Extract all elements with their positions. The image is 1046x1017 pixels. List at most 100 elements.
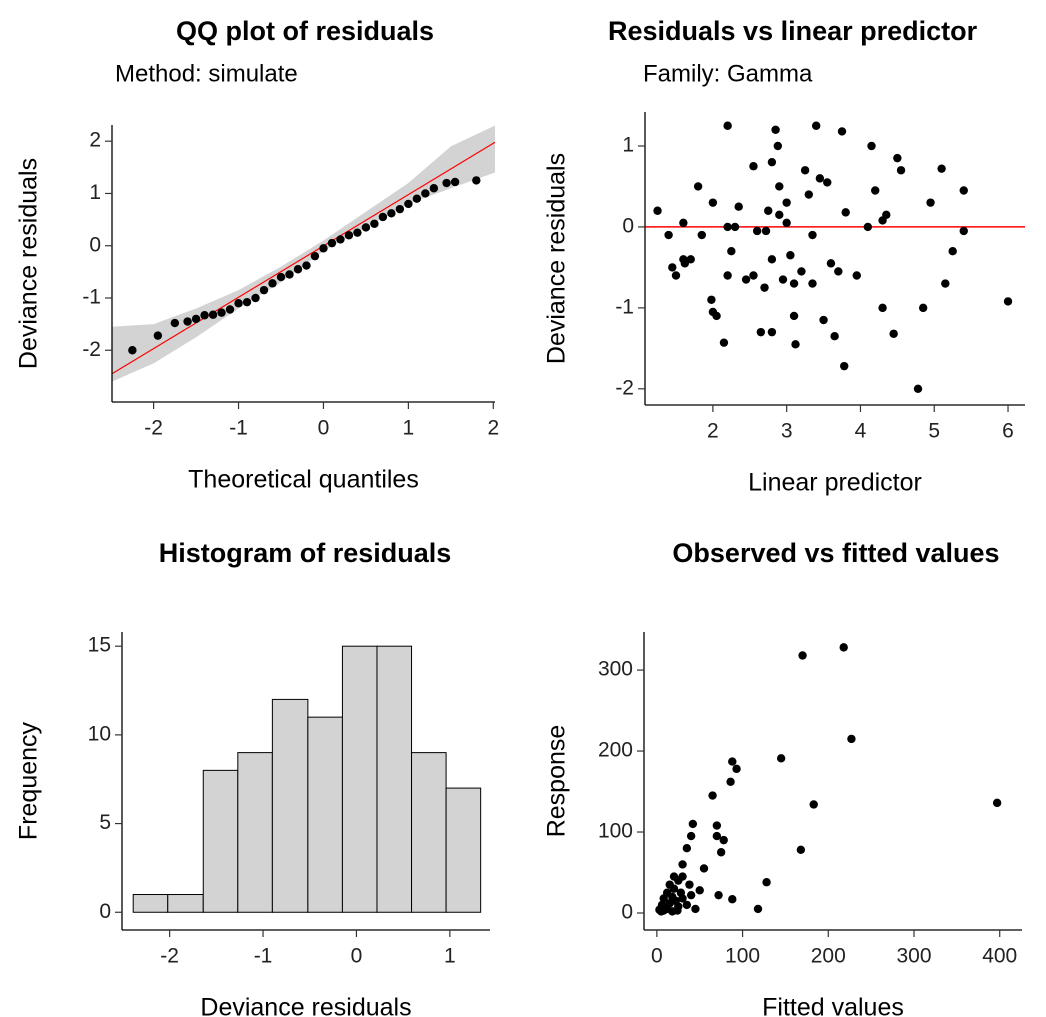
data-point <box>653 206 662 215</box>
data-point <box>310 251 320 261</box>
x-tick-label: 1 <box>444 945 456 968</box>
data-point <box>450 177 460 187</box>
data-point <box>353 228 362 237</box>
x-tick-label: -2 <box>160 945 179 968</box>
data-point <box>775 182 784 191</box>
data-point <box>685 880 694 889</box>
data-point <box>839 643 848 652</box>
data-point <box>767 255 777 264</box>
data-point <box>412 194 422 203</box>
confidence-band <box>112 125 495 382</box>
data-point <box>797 267 806 276</box>
y-tick-label: 300 <box>598 658 633 681</box>
data-point <box>756 327 766 337</box>
data-point <box>251 293 260 303</box>
x-tick-label: 200 <box>811 945 846 968</box>
y-tick-label: 1 <box>89 181 101 204</box>
data-point <box>723 222 732 232</box>
data-point <box>285 270 294 279</box>
y-tick-label: 2 <box>89 129 101 152</box>
panel: Observed vs fitted values Fitted values Re… <box>543 538 1022 1017</box>
data-point <box>712 831 722 841</box>
data-point <box>761 226 771 236</box>
data-point <box>319 244 328 253</box>
data-point <box>242 297 252 307</box>
x-axis-label: Theoretical quantiles <box>188 466 419 494</box>
data-point <box>682 844 692 853</box>
bar <box>445 787 482 913</box>
y-axis-label: Deviance residuals <box>15 158 43 369</box>
data-point <box>259 285 269 295</box>
data-point <box>686 890 696 900</box>
data-point <box>789 279 799 288</box>
x-axis-label: Fitted values <box>762 994 904 1017</box>
x-tick-label: 2 <box>707 420 719 443</box>
data-point <box>716 848 726 857</box>
bar <box>167 894 204 913</box>
bar <box>307 716 343 913</box>
data-point <box>669 872 679 881</box>
x-tick-label: -1 <box>229 417 248 440</box>
data-point <box>778 275 788 284</box>
bar <box>376 645 413 913</box>
data-point <box>796 845 806 855</box>
data-point <box>395 204 405 214</box>
data-point <box>723 121 732 130</box>
data-point <box>276 272 286 282</box>
data-point <box>128 346 137 355</box>
data-point <box>948 247 957 256</box>
data-point <box>421 189 430 198</box>
data-point <box>442 178 451 188</box>
data-point <box>840 361 849 371</box>
data-point <box>686 831 696 841</box>
data-point <box>327 238 337 248</box>
x-tick-label: 100 <box>725 945 760 968</box>
data-point <box>730 222 740 232</box>
x-tick-label: 3 <box>781 420 793 443</box>
x-tick-label: 4 <box>855 420 867 443</box>
data-point <box>815 174 825 183</box>
x-tick-label: 5 <box>928 420 940 443</box>
data-point <box>734 202 743 211</box>
data-point <box>776 754 786 763</box>
data-point <box>712 311 721 321</box>
bar <box>202 769 239 913</box>
data-point <box>762 878 771 887</box>
data-point <box>798 651 807 660</box>
data-point <box>688 819 698 829</box>
y-axis-label: Frequency <box>15 721 43 840</box>
data-point <box>268 279 277 288</box>
data-point <box>771 125 780 135</box>
data-point <box>680 259 690 268</box>
data-point <box>708 198 718 207</box>
data-point <box>782 218 791 228</box>
data-point <box>153 331 163 340</box>
panel: Residuals vs linear predictor Family: Gam… <box>543 16 1025 497</box>
x-tick-label: 400 <box>982 945 1017 968</box>
data-point <box>782 198 791 207</box>
data-point <box>893 153 902 163</box>
x-axis-label: Linear predictor <box>748 469 922 497</box>
data-point <box>834 267 843 276</box>
y-tick-label: 1 <box>622 134 634 157</box>
data-point <box>913 384 923 394</box>
data-point <box>959 186 968 195</box>
data-point <box>378 212 388 222</box>
chart-subtitle: Method: simulate <box>115 60 298 87</box>
reference-line <box>111 141 496 375</box>
bar <box>237 752 273 913</box>
x-tick-label: 1 <box>403 417 415 440</box>
data-point <box>741 275 751 284</box>
data-point <box>665 880 674 889</box>
data-point <box>918 303 928 313</box>
data-point <box>992 798 1002 808</box>
data-point <box>708 791 717 800</box>
x-tick-label: -2 <box>144 417 163 440</box>
data-point <box>867 141 876 151</box>
panel: QQ plot of residuals Method: simulate Theo… <box>15 16 500 493</box>
data-point <box>819 315 828 325</box>
data-point <box>691 904 700 914</box>
data-point <box>727 247 736 256</box>
x-tick-label: 6 <box>1002 420 1014 443</box>
